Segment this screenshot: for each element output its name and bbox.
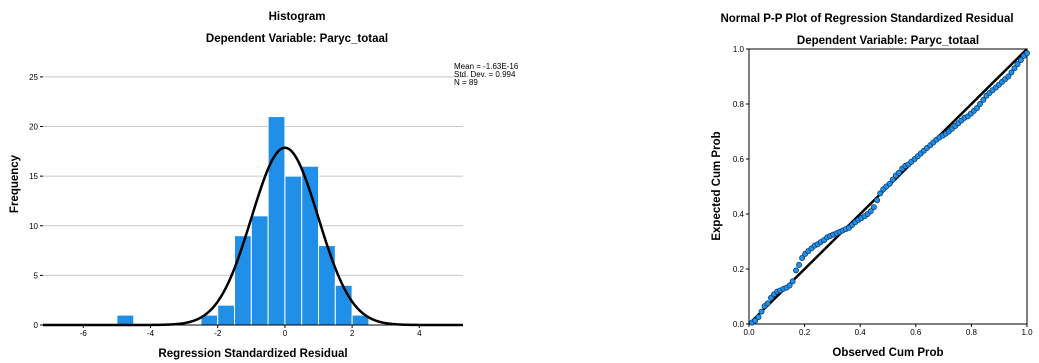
pp-point <box>867 208 874 215</box>
pp-plot-frame <box>748 48 1028 325</box>
histogram-x-tick-label: 2 <box>350 329 355 338</box>
pp-point <box>1014 61 1021 68</box>
histogram-x-tick-label: -6 <box>80 329 88 338</box>
pp-point <box>1008 69 1015 76</box>
histogram-subtitle: Dependent Variable: Paryc_totaal <box>206 33 388 45</box>
histogram-x-tick-label: -2 <box>214 329 222 338</box>
pp-point <box>877 190 884 197</box>
pp-point <box>889 176 896 183</box>
pp-point <box>796 261 802 268</box>
pp-x-tick-label: 0.2 <box>799 328 811 337</box>
pp-y-tick-label: 0.6 <box>733 155 745 164</box>
pp-point <box>1005 73 1012 80</box>
pp-y-axis-label: Expected Cum Prob <box>711 131 723 240</box>
histogram-y-tick-label: 0 <box>34 321 39 330</box>
pp-x-tick-label: 0.0 <box>743 328 755 337</box>
pp-plot-title: Normal P-P Plot of Regression Standardiz… <box>720 13 1013 25</box>
pp-point <box>755 314 762 321</box>
histogram-y-tick-label: 20 <box>29 123 38 132</box>
histogram-y-tick-label: 10 <box>29 222 38 231</box>
histogram-stats-box: Mean = -1.63E-16 Std. Dev. = 0.994 N = 8… <box>454 62 519 87</box>
histogram-title: Histogram <box>269 11 326 23</box>
pp-point <box>870 204 877 211</box>
pp-point <box>1011 65 1018 72</box>
histogram-x-tick-label: 0 <box>283 329 288 338</box>
histogram-chart: Histogram Dependent Variable: Paryc_tota… <box>9 11 519 360</box>
pp-y-tick-label: 1.0 <box>733 45 745 54</box>
pp-points <box>749 50 1030 326</box>
pp-point <box>1017 57 1024 63</box>
histogram-y-axis-label: Frequency <box>9 154 21 213</box>
pp-point <box>758 308 765 315</box>
pp-x-ticks: 0.0 0.2 0.4 0.6 0.8 1.0 <box>743 324 1033 337</box>
histogram-y-ticks: 0 5 10 15 20 25 <box>29 73 43 330</box>
stat-std-dev: Std. Dev. = 0.994 <box>454 70 516 79</box>
pp-point <box>799 255 806 261</box>
pp-point <box>980 96 987 103</box>
histogram-bar <box>217 304 236 326</box>
histogram-bar <box>284 175 303 326</box>
histogram-x-axis-label: Regression Standardized Residual <box>158 348 347 360</box>
pp-plot-subtitle: Dependent Variable: Paryc_totaal <box>797 35 979 47</box>
histogram-y-tick-label: 15 <box>29 172 38 181</box>
pp-point <box>895 169 902 176</box>
pp-x-tick-label: 0.4 <box>855 328 867 337</box>
pp-point <box>789 278 796 285</box>
pp-point <box>793 267 799 274</box>
histogram-y-tick-label: 5 <box>34 271 39 280</box>
pp-y-tick-label: 0.0 <box>733 320 745 329</box>
histogram-gridlines <box>43 76 463 276</box>
pp-x-axis-label: Observed Cum Prob <box>832 347 943 359</box>
pp-x-tick-label: 0.6 <box>910 328 922 337</box>
histogram-x-tick-label: 4 <box>417 329 422 338</box>
histogram-bar <box>116 314 135 326</box>
pp-y-tick-label: 0.4 <box>733 210 745 219</box>
pp-point <box>1024 50 1030 57</box>
stat-n: N = 89 <box>454 78 478 87</box>
pp-point <box>752 317 759 324</box>
histogram-bar <box>334 284 353 326</box>
histogram-bars <box>116 116 370 326</box>
pp-point <box>977 101 983 107</box>
histogram-x-ticks: -6 -4 -2 0 2 4 <box>80 325 422 338</box>
pp-x-tick-label: 0.8 <box>966 328 978 337</box>
histogram-bar <box>234 235 252 326</box>
pp-point <box>974 105 980 112</box>
histogram-y-tick-label: 25 <box>29 73 38 82</box>
pp-point <box>764 300 771 307</box>
histogram-bar <box>250 215 269 326</box>
histogram-bar <box>318 245 336 326</box>
pp-x-tick-label: 1.0 <box>1021 328 1033 337</box>
pp-point <box>874 197 881 204</box>
pp-plot-chart: Normal P-P Plot of Regression Standardiz… <box>711 13 1033 359</box>
pp-point <box>786 282 793 289</box>
pp-y-ticks: 0.0 0.2 0.4 0.6 0.8 1.0 <box>733 45 749 329</box>
stat-mean: Mean = -1.63E-16 <box>454 62 519 71</box>
pp-y-tick-label: 0.8 <box>733 100 745 109</box>
pp-point <box>886 180 893 187</box>
pp-y-tick-label: 0.2 <box>733 265 745 274</box>
histogram-x-tick-label: -4 <box>147 329 155 338</box>
